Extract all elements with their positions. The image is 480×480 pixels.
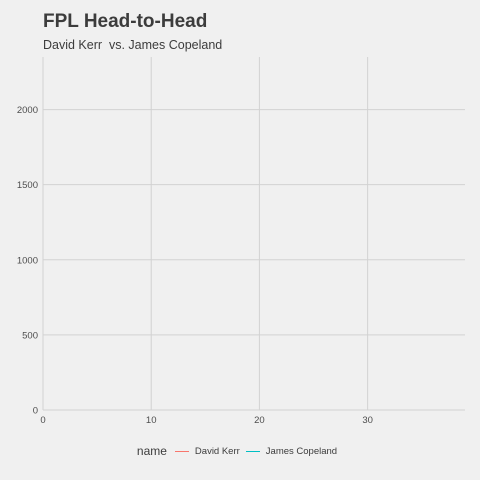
y-tick-label-0: 0	[33, 406, 38, 417]
y-tick-label-1000: 1000	[17, 255, 38, 266]
legend-label-david-kerr: David Kerr	[194, 445, 240, 457]
x-tick-label-0: 0	[40, 415, 45, 426]
x-tick-label-10: 10	[146, 415, 157, 426]
y-tick-label-1500: 1500	[17, 180, 38, 191]
legend-entry-james-copeland: James Copeland	[245, 445, 338, 457]
chart-subtitle: David Kerr vs. James Copeland	[43, 38, 223, 52]
legend-label-james-copeland: James Copeland	[265, 445, 338, 457]
y-tick-label-500: 500	[22, 330, 38, 341]
legend-entry-david-kerr: David Kerr	[174, 445, 240, 457]
y-tick-label-2000: 2000	[17, 105, 38, 116]
x-tick-label-20: 20	[254, 415, 265, 426]
legend-key-david-kerr	[174, 450, 189, 452]
chart-title: FPL Head-to-Head	[43, 11, 208, 32]
legend-key-james-copeland	[245, 450, 260, 452]
legend: name David Kerr James Copeland	[0, 444, 480, 458]
x-tick-label-30: 30	[362, 415, 373, 426]
legend-title: name	[136, 444, 167, 458]
